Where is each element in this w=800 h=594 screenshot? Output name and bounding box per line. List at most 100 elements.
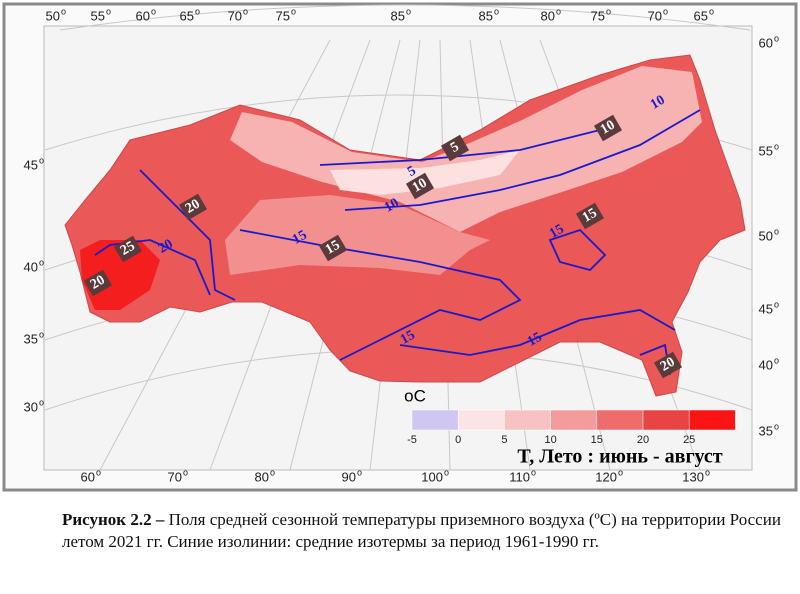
bottom-lon-label-value: 60 <box>81 469 95 484</box>
isotherm-value: 25 <box>118 239 138 259</box>
bottom-lon-label-value: 110 <box>509 469 530 484</box>
isotherm-label: 20 <box>156 237 176 257</box>
isotherm-value: 15 <box>580 206 600 226</box>
left-lat-label: 30 o <box>24 397 44 414</box>
degree-mark: o <box>39 329 44 339</box>
top-lon-label: 85 o <box>479 6 499 23</box>
cold-region <box>330 150 520 195</box>
right-lat-label: 35 o <box>759 421 779 438</box>
isotherm-label: 10 <box>382 196 402 216</box>
legend-tick-label: 20 <box>637 434 649 446</box>
top-lon-label-value: 85 <box>391 8 405 23</box>
isotherm-label: 15 <box>318 234 348 262</box>
top-lon-label: 80 o <box>541 6 561 23</box>
left-lat-label-value: 35 <box>24 331 38 346</box>
isotherm-label: 20 <box>178 193 208 221</box>
legend-swatch <box>642 409 690 431</box>
right-lat-label-value: 60 <box>759 35 773 50</box>
degree-mark: o <box>774 141 779 151</box>
isotherm-label: 15 <box>525 330 545 350</box>
right-lat-label: 40 o <box>759 355 779 372</box>
left-lat-label: 45 o <box>24 155 44 172</box>
top-lon-label-value: 85 <box>479 8 493 23</box>
right-lat-label-value: 45 <box>759 301 773 316</box>
top-lon-label: 65 o <box>180 6 200 23</box>
parallel <box>59 4 751 31</box>
legend-tick-label: 25 <box>683 434 695 446</box>
legend-tick-label: 0 <box>455 434 461 446</box>
unit-label: oC <box>404 386 426 405</box>
top-lon-label-value: 80 <box>541 8 555 23</box>
map-title: T, Лето : июнь - август <box>517 446 722 468</box>
top-lon-label: 75 o <box>276 6 296 23</box>
bottom-lon-label-value: 130 <box>682 469 704 484</box>
degree-mark: o <box>243 6 248 16</box>
legend-swatch <box>504 409 551 431</box>
mild-region <box>225 195 490 275</box>
degree-mark: o <box>195 6 200 16</box>
isotherm-label: 15 <box>575 202 605 230</box>
legend-tick-label: -5 <box>407 434 417 446</box>
degree-mark: o <box>39 257 44 267</box>
degree-mark: o <box>531 467 536 477</box>
bottom-lon-label: 100 o <box>421 467 449 484</box>
label-box <box>593 114 623 142</box>
top-lon-label: 60 o <box>136 6 156 23</box>
top-lon-label-value: 75 <box>276 8 290 23</box>
degree-mark: o <box>709 6 714 16</box>
degree-mark: o <box>106 6 111 16</box>
legend-swatch <box>457 409 505 431</box>
label-box <box>83 269 113 297</box>
isotherm-value: 10 <box>382 196 402 216</box>
legend-swatch <box>550 409 598 431</box>
isotherm-value: 10 <box>410 176 430 196</box>
map-figure: T, Лето : июнь - август oC 50 o 55 o 60 o 65 o 7… <box>2 2 798 492</box>
degree-mark: o <box>96 467 101 477</box>
isotherm-value: 15 <box>525 330 545 350</box>
right-lat-label-value: 50 <box>759 228 773 243</box>
degree-mark: o <box>444 467 449 477</box>
bottom-lon-label: 110 o <box>509 467 536 484</box>
top-lon-label: 55 o <box>91 6 111 23</box>
top-lon-label-value: 65 <box>694 8 708 23</box>
isotherm <box>344 109 701 211</box>
degree-mark: o <box>774 299 779 309</box>
isotherm-value: 20 <box>183 197 203 217</box>
isotherm <box>399 309 676 356</box>
label-box <box>653 351 683 379</box>
legend-swatch <box>688 409 736 431</box>
top-lon-label: 50 o <box>46 6 66 23</box>
label-box <box>440 134 470 162</box>
degree-mark: o <box>618 467 623 477</box>
degree-mark: o <box>183 467 188 477</box>
isotherm-label: 15 <box>398 328 418 348</box>
degree-mark: o <box>663 6 668 16</box>
degree-mark: o <box>151 6 156 16</box>
degree-mark: o <box>606 6 611 16</box>
bottom-lon-label: 120 o <box>595 467 623 484</box>
legend-tick-label: 10 <box>544 434 556 446</box>
top-lon-label: 65 o <box>694 6 714 23</box>
isotherm-value: 20 <box>88 273 108 293</box>
right-lat-label: 55 o <box>759 141 779 158</box>
hot-region <box>80 240 160 310</box>
isotherm-value: 15 <box>290 228 310 248</box>
degree-mark: o <box>494 6 499 16</box>
degree-mark: o <box>39 397 44 407</box>
top-lon-label: 70 o <box>228 6 248 23</box>
degree-mark: o <box>270 467 275 477</box>
isotherm-value: 15 <box>547 222 567 242</box>
degree-mark: o <box>61 6 66 16</box>
bottom-lon-label-value: 120 <box>595 469 617 484</box>
right-lat-label: 45 o <box>759 299 779 316</box>
isotherm-label: 20 <box>653 351 683 379</box>
degree-mark: o <box>774 355 779 365</box>
top-lon-label: 70 o <box>648 6 668 23</box>
right-lat-label: 50 o <box>759 226 779 243</box>
top-lon-label-value: 70 <box>648 8 662 23</box>
top-lon-label-value: 75 <box>591 8 605 23</box>
degree-mark: o <box>357 467 362 477</box>
isotherm-value: 20 <box>658 355 678 375</box>
isotherm-label: 10 <box>648 93 668 113</box>
